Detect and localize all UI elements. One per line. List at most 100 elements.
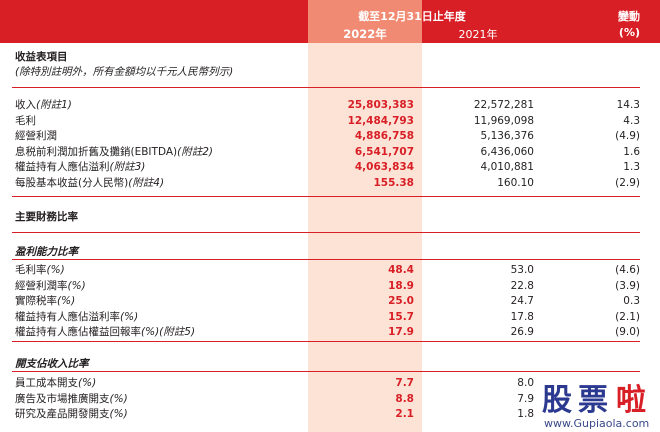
value-2022-cell: 12,484,793 <box>347 114 414 127</box>
value-2021-cell: 6,436,060 <box>480 145 534 158</box>
row-label-group: 員工成本開支(%) <box>15 376 96 390</box>
expense-title-row: 開支佔收入比率 <box>0 357 660 371</box>
year-2021-header: 2021年 <box>458 28 498 41</box>
section-divider <box>12 371 640 372</box>
change-cell: 1.6 <box>623 145 640 158</box>
value-2022-cell: 7.7 <box>395 377 414 389</box>
value-2021-cell: 8.0 <box>517 377 534 389</box>
row-label-note: (%) <box>78 377 97 389</box>
row-label-group: 權益持有人應佔權益回報率(%)(附註5) <box>15 325 195 339</box>
value-2022-cell: 18.9 <box>388 279 414 292</box>
value-2021-cell: 5,136,376 <box>480 130 534 142</box>
row-label-group: 研究及產品開發開支(%) <box>15 407 128 421</box>
site-watermark: 股 票 啦 www.Gupiaola.com <box>540 384 660 432</box>
section-divider <box>12 341 640 342</box>
value-2022-cell: 25,803,383 <box>347 99 414 111</box>
row-label-note: (附註3) <box>109 161 146 173</box>
value-2021-cell: 160.10 <box>497 176 534 189</box>
value-2022-cell: 6,541,707 <box>354 145 414 158</box>
row-label-note: (%)(附註5) <box>141 326 196 338</box>
income-section-title-row: 收益表項目 <box>0 50 660 64</box>
table-row: 研究及產品開發開支(%) 2.1 1.8 <box>0 407 660 421</box>
table-row: 員工成本開支(%) 7.7 8.0 <box>0 376 660 390</box>
row-label-note: (%) <box>46 264 65 276</box>
row-label-note: (附註1) <box>36 99 72 111</box>
value-2022-cell: 155.38 <box>373 176 414 189</box>
value-2021-cell: 7.9 <box>517 392 534 405</box>
value-2021-cell: 24.7 <box>510 295 534 307</box>
row-label-note: (%) <box>109 392 128 405</box>
income-note-row: (除特別註明外，所有金額均以千元人民幣列示) <box>0 65 660 79</box>
section-divider <box>12 232 640 233</box>
section-divider <box>12 87 640 88</box>
row-label: 收入 <box>15 99 36 111</box>
change-cell: 4.3 <box>623 114 640 127</box>
row-label-note: (附註2) <box>177 145 213 158</box>
row-label: 息税前利潤加折舊及攤銷(EBITDA) <box>15 145 178 158</box>
row-label: 經營利潤 <box>15 130 57 142</box>
table-row: 息税前利潤加折舊及攤銷(EBITDA)(附註2) 6,541,707 6,436,0… <box>0 145 660 159</box>
row-label: 實際税率 <box>15 295 57 307</box>
watermark-char: 啦 <box>616 383 647 418</box>
section-divider <box>12 259 640 260</box>
row-label-group: 權益持有人應佔溢利率(%) <box>15 310 138 324</box>
value-2022-cell: 4,886,758 <box>354 130 414 142</box>
row-label-group: 實際税率(%) <box>15 294 75 308</box>
value-2022-cell: 8.8 <box>395 392 414 405</box>
row-label-note: (%) <box>109 408 128 420</box>
row-label: 毛利 <box>15 114 36 127</box>
row-label: 每股基本收益(分人民幣) <box>15 176 129 189</box>
row-label-note: (%) <box>57 295 76 307</box>
row-label: 廣告及市場推廣開支 <box>15 392 110 405</box>
change-cell: (2.9) <box>615 176 640 189</box>
row-label: 經營利潤率 <box>15 279 68 292</box>
value-2022-cell: 17.9 <box>388 326 414 338</box>
table-row: 收入(附註1) 25,803,383 22,572,281 14.3 <box>0 98 660 112</box>
row-label: 員工成本開支 <box>15 377 78 389</box>
change-cell: (3.9) <box>615 279 640 292</box>
table-row: 毛利率(%) 48.4 53.0 (4.6) <box>0 263 660 277</box>
value-2022-cell: 4,063,834 <box>354 161 414 173</box>
row-label: 研究及產品開發開支 <box>15 408 110 420</box>
change-cell: (4.9) <box>615 130 640 142</box>
current-year-highlight-column <box>308 0 422 432</box>
income-section-note: (除特別註明外，所有金額均以千元人民幣列示) <box>15 66 234 78</box>
row-label-group: 毛利 <box>15 114 36 128</box>
value-2022-cell: 48.4 <box>388 264 414 276</box>
value-2021-cell: 53.0 <box>510 264 534 276</box>
change-header: 變動 <box>618 10 640 23</box>
row-label-group: 收入(附註1) <box>15 98 72 112</box>
row-label-note: (附註4) <box>128 176 165 189</box>
value-2022-cell: 25.0 <box>388 295 414 307</box>
value-2021-cell: 11,969,098 <box>473 114 534 127</box>
value-2021-cell: 26.9 <box>510 326 534 338</box>
change-cell: 1.3 <box>623 161 640 173</box>
change-unit-header: (%) <box>618 26 640 39</box>
value-2021-cell: 1.8 <box>517 408 534 420</box>
row-label-note: (%) <box>120 310 139 323</box>
value-2021-cell: 22.8 <box>510 279 534 292</box>
expense-section-title: 開支佔收入比率 <box>15 358 89 370</box>
current-year-header-highlight <box>308 0 422 43</box>
row-label: 權益持有人應佔溢利 <box>15 161 110 173</box>
value-2021-cell: 17.8 <box>510 310 534 323</box>
watermark-char: 股 <box>542 383 573 418</box>
table-row: 每股基本收益(分人民幣)(附註4) 155.38 160.10 (2.9) <box>0 176 660 190</box>
row-label-group: 毛利率(%) <box>15 263 65 277</box>
watermark-char: 票 <box>578 383 609 418</box>
change-cell: (9.0) <box>615 326 640 338</box>
value-2022-cell: 2.1 <box>395 408 414 420</box>
table-row: 經營利潤率(%) 18.9 22.8 (3.9) <box>0 279 660 293</box>
table-row: 毛利 12,484,793 11,969,098 4.3 <box>0 114 660 128</box>
profitability-title-row: 盈利能力比率 <box>0 245 660 259</box>
row-label-group: 息税前利潤加折舊及攤銷(EBITDA)(附註2) <box>15 145 213 159</box>
change-cell: (4.6) <box>615 264 640 276</box>
value-2021-cell: 4,010,881 <box>480 161 534 173</box>
profitability-section-title: 盈利能力比率 <box>15 246 78 258</box>
ratios-section-title-row: 主要財務比率 <box>0 210 660 224</box>
value-2022-cell: 15.7 <box>388 310 414 323</box>
table-row: 權益持有人應佔權益回報率(%)(附註5) 17.9 26.9 (9.0) <box>0 325 660 339</box>
table-row: 廣告及市場推廣開支(%) 8.8 7.9 <box>0 392 660 406</box>
row-label-group: 廣告及市場推廣開支(%) <box>15 392 128 406</box>
